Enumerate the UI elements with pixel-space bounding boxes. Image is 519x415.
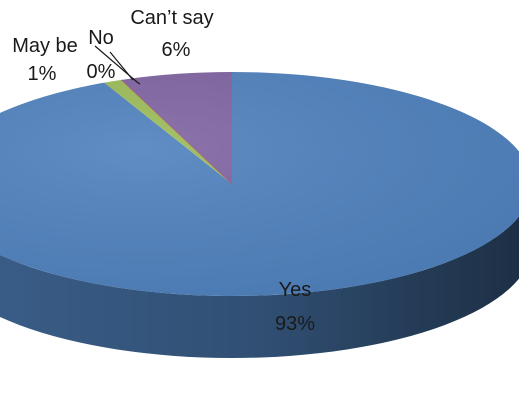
slice-value-cant-say: 6% [162,39,191,61]
pie-top-shading [0,72,519,296]
slice-label-no: No [88,27,114,49]
pie-rim [0,216,519,358]
leader-line-may-be [109,51,134,81]
pie-top [0,72,519,296]
slice-label-yes: Yes [279,279,312,301]
leader-lines [94,45,141,85]
slice-label-cant-say: Can’t say [130,7,213,29]
slice-value-no: 0% [87,61,116,83]
slice-label-may-be: May be [12,35,78,57]
leader-line-no [94,45,141,85]
slice-side-shade-yes [0,216,519,358]
slice-value-yes: 93% [275,313,315,335]
slice-value-may-be: 1% [28,63,57,85]
